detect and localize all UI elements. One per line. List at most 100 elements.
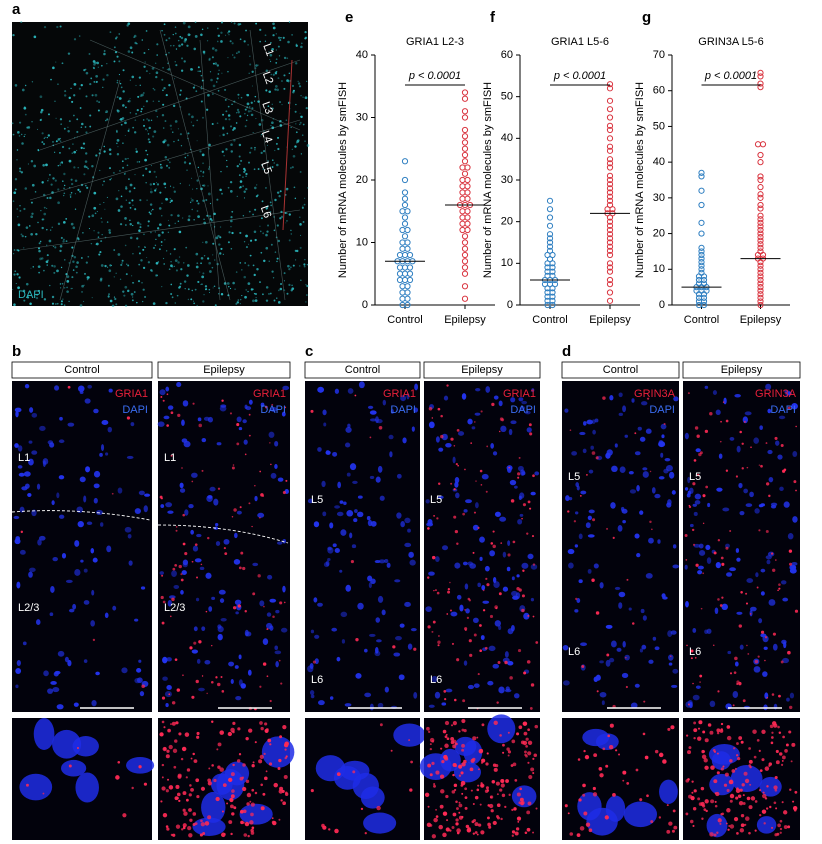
speck [247, 110, 251, 113]
speck [222, 253, 224, 255]
nucleus [485, 386, 491, 393]
speck [218, 243, 221, 246]
zoom-mrna-dot [458, 803, 463, 808]
speck [300, 42, 303, 45]
zoom-mrna-dot [761, 809, 767, 814]
zoom-mrna-dot [463, 728, 467, 733]
zoom-mrna-dot [511, 808, 514, 812]
zoom-mrna-dot [263, 752, 266, 756]
speck [227, 57, 229, 59]
speck [106, 221, 109, 223]
mrna-dot [518, 456, 521, 459]
nucleus [582, 448, 587, 454]
speck [157, 233, 161, 237]
layer-label: L6 [258, 204, 273, 220]
nucleus [777, 454, 783, 460]
nucleus [323, 562, 330, 568]
nucleus [39, 425, 46, 431]
speck [74, 193, 77, 195]
speck [89, 114, 92, 117]
speck [300, 234, 302, 236]
zoom-mrna-dot [250, 828, 254, 833]
micrograph [562, 381, 679, 712]
nucleus [671, 684, 678, 688]
zoom-mrna-dot [76, 747, 80, 750]
data-point [606, 160, 614, 167]
zoom-mrna-dot [516, 816, 522, 821]
speck [270, 81, 272, 84]
speck [88, 53, 91, 55]
speck [131, 51, 134, 54]
mrna-dot [575, 597, 578, 601]
speck [212, 287, 214, 289]
nucleus [517, 518, 523, 525]
speck [13, 191, 17, 195]
zoom-mrna-dot [166, 827, 170, 831]
speck [23, 106, 27, 110]
zoom-mrna-dot [731, 769, 736, 773]
nucleus [704, 385, 709, 389]
nucleus [196, 533, 202, 538]
speck [220, 170, 222, 173]
mrna-dot [485, 490, 488, 493]
zoom-mrna-dot [583, 811, 588, 816]
zoom-mrna-dot [615, 749, 618, 752]
speck [169, 197, 171, 200]
speck [127, 129, 130, 132]
mrna-dot [196, 576, 199, 579]
zoom-mrna-dot [756, 738, 760, 742]
speck [113, 296, 116, 298]
zoom-mrna-dot [469, 767, 474, 772]
speck [229, 287, 232, 290]
speck [169, 124, 172, 127]
data-point [461, 264, 469, 271]
speck [149, 203, 153, 206]
zoom-mrna-dot [726, 725, 731, 729]
speck [121, 160, 124, 163]
nucleus [134, 618, 139, 622]
speck [14, 84, 18, 87]
zoom-mrna-dot [788, 730, 792, 734]
speck [248, 210, 251, 213]
data-point [461, 114, 469, 121]
speck [147, 220, 150, 223]
nucleus [636, 485, 640, 492]
speck [260, 151, 263, 154]
mrna-dot [67, 385, 71, 389]
speck [251, 107, 254, 110]
speck [137, 280, 141, 283]
speck [179, 93, 182, 96]
speck [115, 272, 117, 274]
nucleus [672, 564, 679, 569]
nucleus [787, 533, 794, 540]
nucleus [634, 451, 641, 456]
data-point [404, 301, 411, 309]
speck [63, 194, 65, 197]
data-point [606, 226, 614, 234]
speck [110, 177, 113, 180]
speck [262, 150, 266, 153]
zoom-mrna-dot [728, 824, 731, 827]
nucleus [781, 639, 787, 645]
speck [120, 86, 123, 89]
speck [239, 298, 242, 301]
nucleus [329, 522, 334, 529]
speck [216, 198, 219, 201]
mrna-dot [210, 644, 213, 647]
zoom-nucleus [75, 772, 99, 803]
y-tick-label: 50 [501, 91, 513, 103]
zoom-mrna-dot [716, 728, 721, 733]
data-point [464, 183, 471, 190]
nucleus [57, 650, 65, 657]
zoom-mrna-dot [281, 789, 285, 793]
zoom-nucleus [659, 779, 678, 804]
zoom-mrna-dot [740, 740, 744, 744]
nucleus [762, 671, 768, 677]
data-point [757, 226, 764, 234]
speck [306, 263, 309, 266]
nucleus [662, 596, 668, 600]
zoom-mrna-dot [725, 822, 728, 825]
speck [109, 299, 113, 303]
speck [229, 190, 233, 193]
speck [209, 270, 212, 273]
